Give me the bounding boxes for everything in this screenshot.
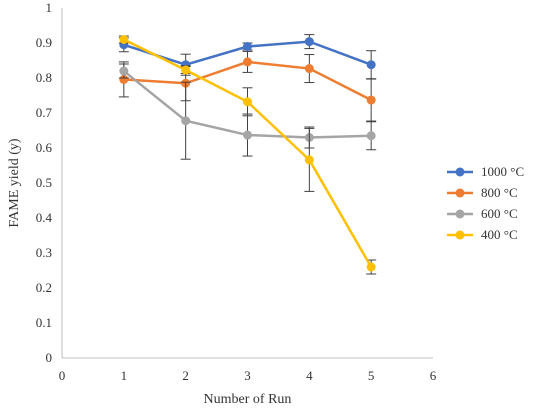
series-3 (118, 35, 377, 275)
data-point (366, 131, 376, 141)
y-tick-label: 0.6 (36, 140, 53, 155)
data-point (181, 116, 191, 126)
y-tick-label: 0.7 (36, 105, 53, 120)
x-axis-ticks: 0 1 2 3 4 5 6 (59, 368, 437, 383)
y-tick-label: 0 (46, 350, 53, 365)
legend-label: 800 °C (481, 185, 518, 200)
data-point (119, 74, 129, 84)
legend-item: 600 °C (447, 206, 518, 221)
x-tick-label: 1 (121, 368, 128, 383)
legend-label: 600 °C (481, 206, 518, 221)
data-point (366, 95, 376, 105)
y-axis-ticks: 0 0.1 0.2 0.3 0.4 0.5 0.6 0.7 0.8 0.9 1 (36, 0, 53, 365)
data-point (119, 66, 129, 76)
y-tick-label: 0.1 (36, 315, 52, 330)
data-point (181, 65, 191, 75)
y-tick-label: 0.3 (36, 245, 52, 260)
y-tick-label: 1 (46, 0, 53, 15)
legend-label: 400 °C (481, 227, 518, 242)
data-point (243, 57, 252, 67)
data-point (243, 130, 252, 140)
x-tick-label: 6 (430, 368, 437, 383)
x-tick-label: 3 (244, 368, 251, 383)
data-point (304, 37, 314, 47)
y-tick-label: 0.5 (36, 175, 52, 190)
x-axis-title: Number of Run (204, 392, 292, 407)
y-tick-label: 0.2 (36, 280, 52, 295)
data-point (304, 155, 314, 165)
legend-item: 1000 °C (447, 164, 524, 179)
legend: 1000 °C 800 °C 600 °C 400 °C (447, 164, 524, 242)
legend-swatch-marker (455, 188, 465, 198)
legend-item: 400 °C (447, 227, 518, 242)
y-axis-title: FAME yield (y) (7, 138, 22, 228)
legend-label: 1000 °C (481, 164, 524, 179)
y-tick-label: 0.9 (36, 35, 52, 50)
x-tick-label: 0 (59, 368, 66, 383)
legend-swatch-marker (455, 167, 465, 177)
x-tick-label: 4 (306, 368, 313, 383)
x-tick-label: 5 (368, 368, 375, 383)
data-point (366, 262, 376, 272)
legend-swatch-marker (455, 230, 465, 240)
y-tick-label: 0.4 (36, 210, 53, 225)
legend-item: 800 °C (447, 185, 518, 200)
data-point (366, 60, 376, 70)
legend-swatch-marker (455, 209, 465, 219)
data-point (243, 42, 252, 51)
data-point (304, 64, 314, 74)
y-tick-label: 0.8 (36, 70, 52, 85)
data-point (119, 35, 129, 44)
data-point (243, 97, 252, 107)
x-tick-label: 2 (182, 368, 189, 383)
series-layer (118, 34, 377, 275)
